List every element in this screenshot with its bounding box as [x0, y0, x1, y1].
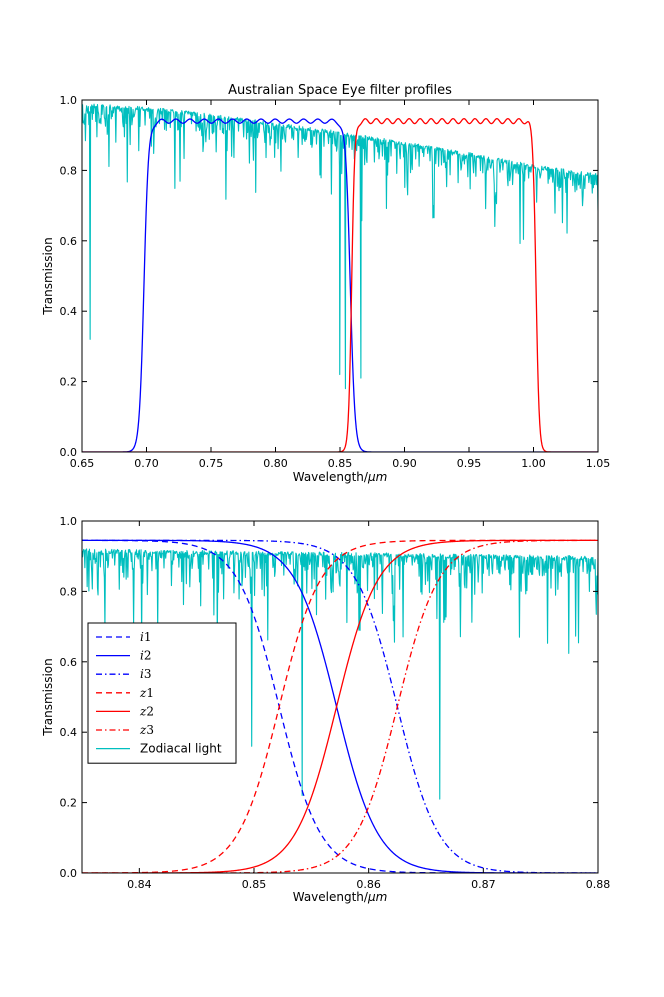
bottom-panel: 0.84 0.85 0.86 0.87 0.880.00.20.40.60.81.0i1… — [41, 515, 610, 904]
y-tick-label: 0.0 — [60, 446, 78, 459]
series-line-zodiacal-light — [82, 548, 598, 800]
x-tick-label: 0.95 — [457, 457, 482, 470]
legend-label-num: 2 — [144, 649, 152, 663]
y-tick-label: 1.0 — [60, 515, 78, 528]
chart-title: Australian Space Eye filter profiles — [228, 83, 452, 98]
x-tick-label: 0.65 — [70, 457, 95, 470]
legend-label-var: i — [140, 649, 144, 663]
y-tick-label: 0.2 — [60, 797, 78, 810]
legend-label-num: 3 — [144, 667, 152, 681]
series-group — [82, 103, 598, 452]
legend-label-num: 3 — [146, 723, 154, 737]
x-tick-label: 0.85 — [328, 457, 353, 470]
x-axis-label: Wavelength/μm — [293, 890, 388, 904]
y-tick-label: 0.2 — [60, 376, 78, 389]
y-tick-label: 0.4 — [60, 305, 78, 318]
legend-label: i1 — [140, 630, 151, 644]
x-axis-label-text: Wavelength/ — [293, 890, 369, 904]
legend-label-num: 2 — [146, 704, 154, 718]
series-line-i3 — [82, 539, 598, 873]
x-tick-label: 0.70 — [134, 457, 159, 470]
legend-label-var: z — [139, 704, 147, 718]
x-tick-label: 0.90 — [392, 457, 417, 470]
x-tick-label: 0.88 — [586, 878, 611, 891]
y-axis-label: Transmission — [41, 237, 55, 316]
x-axis-label-unit: μm — [367, 890, 387, 904]
y-tick-label: 0.6 — [60, 235, 78, 248]
series-line-zodiacal-light — [82, 103, 598, 390]
top-plot-area: 0.65 0.70 0.75 0.80 0.85 0.90 0.95 1.00 1.05 0.0 0… — [60, 94, 611, 470]
legend-label-var: z — [139, 686, 147, 700]
x-tick-label: 0.85 — [242, 878, 267, 891]
legend-label: z1 — [139, 686, 154, 700]
y-axis-label: Transmission — [41, 658, 55, 737]
legend-label-var: i — [140, 630, 144, 644]
x-axis-label-text: Wavelength/ — [293, 470, 369, 484]
x-axis-label: Wavelength/μm — [293, 470, 388, 484]
y-tick-label: 0.8 — [60, 164, 78, 177]
legend-label: Zodiacal light — [140, 742, 222, 756]
legend-label: i2 — [140, 649, 151, 663]
legend-label-num: 1 — [144, 630, 152, 644]
x-tick-label: 0.84 — [127, 878, 152, 891]
x-tick-label: 0.75 — [199, 457, 224, 470]
x-tick-label: 1.05 — [586, 457, 611, 470]
legend-label: z3 — [139, 723, 154, 737]
legend-label-var: z — [139, 723, 147, 737]
x-tick-label: 0.80 — [263, 457, 288, 470]
x-tick-label: 0.87 — [471, 878, 496, 891]
y-tick-label: 0.4 — [60, 726, 78, 739]
top-panel: Australian Space Eye filter profiles 0.6… — [41, 83, 610, 484]
legend-label-var: i — [140, 667, 144, 681]
legend-label: z2 — [139, 704, 154, 718]
legend-label-num: 1 — [146, 686, 154, 700]
y-tick-label: 1.0 — [60, 94, 78, 107]
y-tick-label: 0.6 — [60, 656, 78, 669]
x-axis-label-unit: μm — [367, 470, 387, 484]
y-tick-label: 0.0 — [60, 867, 78, 880]
x-tick-label: 1.00 — [521, 457, 546, 470]
bottom-plot-area: 0.84 0.85 0.86 0.87 0.880.00.20.40.60.81.0i1… — [60, 515, 611, 891]
series-line-i-band-filter — [82, 118, 598, 452]
plot-frame — [81, 520, 599, 874]
legend-box — [87, 622, 237, 764]
legend-label: i3 — [140, 667, 151, 681]
x-tick-label: 0.86 — [356, 878, 381, 891]
y-tick-label: 0.8 — [60, 585, 78, 598]
